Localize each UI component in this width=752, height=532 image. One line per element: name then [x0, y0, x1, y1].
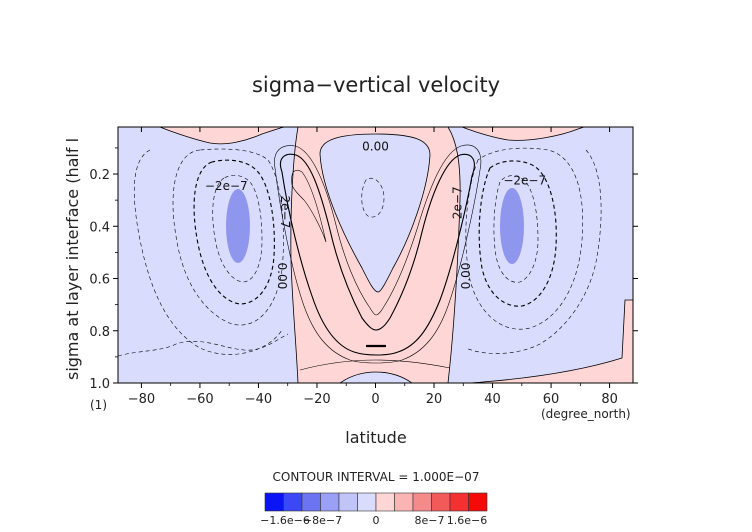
x-tick-label: 60 [543, 392, 560, 407]
y-tick-label: 0.8 [89, 325, 110, 340]
y-axis-label: sigma at layer interface (half l [63, 138, 82, 380]
chart-title: sigma−vertical velocity [252, 73, 500, 97]
zero-contour-center [319, 133, 431, 293]
colorbar-segment [320, 492, 340, 512]
negative-fill-region-center [320, 134, 430, 292]
negative-fill-region-left [118, 127, 298, 383]
colorbar-tick-label: 8e−7 [415, 514, 445, 527]
contour-label: 0.00 [362, 140, 389, 154]
x-tick-label: 40 [484, 392, 501, 407]
contour-interval-text: CONTOUR INTERVAL = 1.000E−07 [273, 470, 480, 484]
negative-contour-right-far [465, 149, 602, 354]
colorbar-tick-label: −1.6e−6 [260, 514, 310, 527]
negative-fill-region-right [448, 127, 633, 383]
colorbar-segment [301, 492, 321, 512]
y-axis: 0.2 0.4 0.6 0.8 1.0 [89, 147, 638, 392]
positive-contour-bottom [299, 359, 451, 371]
contour-label: 0.00 [459, 263, 473, 290]
colorbar-segment [375, 492, 395, 512]
contour-label: −2e−7 [503, 174, 546, 188]
y-tick-label: 0.4 [89, 220, 110, 235]
colorbar-tick-label: 1.6e−6 [447, 514, 487, 527]
negative-contour-left-outer [172, 148, 284, 326]
x-tick-label: 20 [426, 392, 443, 407]
negative-contour-left-far [134, 149, 283, 355]
x-tick-label: −20 [303, 392, 330, 407]
colorbar-segment [283, 492, 303, 512]
contour-plot-area [118, 127, 633, 383]
positive-contour-2e-7 [279, 153, 475, 356]
y-axis-unit: (1) [90, 398, 107, 412]
y-tick-label: 0.2 [89, 168, 110, 183]
negative-contour-right-inner [493, 175, 539, 283]
positive-contour-1e-7 [274, 144, 482, 364]
negative-contour-left-mid [193, 159, 275, 305]
negative-contour-left-inner [212, 175, 263, 283]
zero-contour-right [447, 127, 585, 383]
negative-contour-right-mid [478, 160, 557, 307]
x-axis-unit: (degree_north) [541, 407, 631, 421]
y-tick-label: 1.0 [89, 377, 110, 392]
x-tick-label: 0 [371, 392, 379, 407]
contour-label: 0.00 [275, 263, 289, 290]
x-axis-label: latitude [345, 428, 406, 447]
colorbar-segment [468, 492, 488, 512]
colorbar-segment [357, 492, 377, 512]
x-axis: −80 −60 −40 −20 0 20 40 60 80 [128, 127, 618, 407]
negative-core-left [226, 189, 250, 263]
colorbar-segment [412, 492, 432, 512]
colorbar-tick-label: 0 [373, 514, 380, 527]
x-tick-label: −80 [128, 392, 155, 407]
positive-contours [274, 144, 482, 371]
x-tick-label: −60 [186, 392, 213, 407]
x-tick-label: −40 [245, 392, 272, 407]
colorbar [264, 492, 488, 512]
contour-label: −2e−7 [205, 179, 248, 193]
colorbar-tick-label: −8e−7 [303, 514, 342, 527]
contour-label: 2e−7 [450, 186, 464, 219]
negative-contour-center [361, 178, 385, 218]
contour-labels: 0.00 −2e−7 −2e−7 2e−7 2e−7 0.00 0.00 [205, 140, 546, 290]
colorbar-segment [449, 492, 469, 512]
contour-label: 2e−7 [278, 196, 292, 229]
colorbar-labels: −1.6e−6−8e−7 0 8e−7 1.6e−6 [260, 514, 487, 527]
colorbar-segment [264, 492, 284, 512]
x-tick-label: 80 [601, 392, 618, 407]
positive-contour-inner [291, 169, 327, 243]
negative-core-right [500, 188, 524, 264]
y-tick-label: 0.6 [89, 273, 110, 288]
zero-contour-bottom [339, 371, 413, 383]
negative-contour-left-bottom [118, 333, 289, 357]
colorbar-segment [338, 492, 358, 512]
zero-contour-right-edge [469, 299, 633, 383]
negative-contours [118, 147, 602, 357]
colorbar-segment [394, 492, 414, 512]
colorbar-segment [431, 492, 451, 512]
